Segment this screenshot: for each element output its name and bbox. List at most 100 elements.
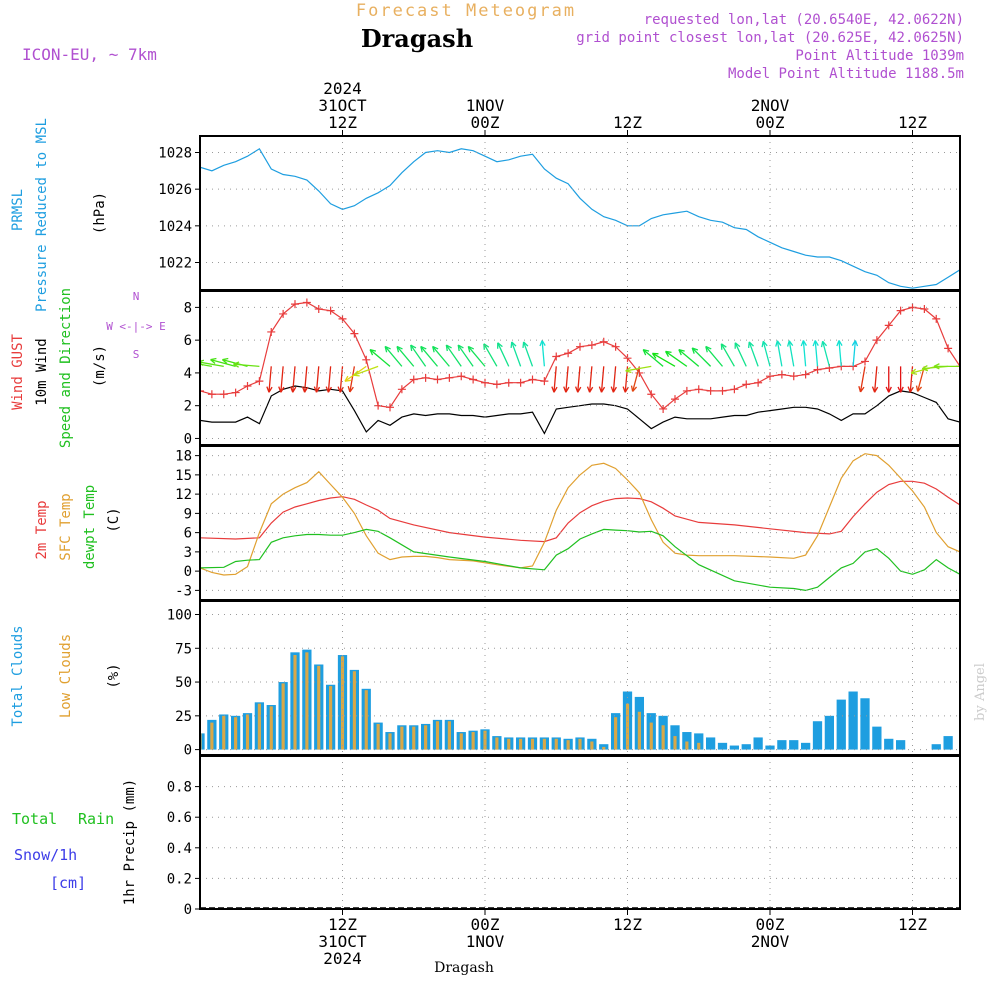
low-cloud-bar xyxy=(685,741,689,750)
gust-marker xyxy=(231,388,240,397)
low-cloud-bar xyxy=(293,655,297,750)
total-cloud-bar xyxy=(717,742,728,750)
y-tick-label: 6 xyxy=(184,333,192,349)
wind-direction-arrow xyxy=(457,344,474,367)
wind-direction-arrow xyxy=(539,340,546,367)
wind-direction-arrow xyxy=(775,340,783,367)
gust-marker xyxy=(516,378,525,387)
footer-location: Dragash xyxy=(434,960,494,976)
time-tick-label: 00Z xyxy=(756,915,785,934)
total-clouds-label: Total Clouds xyxy=(10,625,26,726)
wind-direction-arrow xyxy=(747,341,759,367)
total-cloud-bar xyxy=(777,740,787,750)
sfc-temp-label: SFC Temp xyxy=(58,493,74,560)
gust-marker xyxy=(528,375,537,384)
gust-marker xyxy=(623,354,632,363)
total-cloud-bar xyxy=(824,715,835,750)
precip-unit: 1hr Precip (mm) xyxy=(122,779,138,905)
low-cloud-bar xyxy=(245,714,250,750)
y-tick-label: -3 xyxy=(175,583,192,599)
total-cloud-bar xyxy=(848,691,858,750)
time-tick-label: 31OCT xyxy=(318,96,367,115)
y-tick-label: 0.4 xyxy=(167,841,192,857)
y-tick-label: 1022 xyxy=(158,256,192,272)
gust-marker xyxy=(576,342,584,351)
wind-direction-arrow xyxy=(510,341,522,367)
low-cloud-bar xyxy=(602,746,606,750)
gust-marker xyxy=(587,341,596,350)
gust-marker xyxy=(813,365,822,374)
gust-marker xyxy=(647,390,656,399)
y-tick-label: 0.6 xyxy=(167,810,192,826)
low-cloud-bar xyxy=(329,686,333,750)
time-tick-label: 31OCT xyxy=(318,932,367,951)
wind-direction-arrow xyxy=(691,347,712,367)
wind-direction-arrow xyxy=(812,340,819,367)
low-cloud-bar xyxy=(459,733,463,750)
wind10m-label: 10m Wind xyxy=(34,338,50,405)
low-cloud-bar xyxy=(352,671,356,750)
total-cloud-bar xyxy=(884,738,894,750)
panel-frame xyxy=(199,755,961,910)
gust-marker xyxy=(397,385,406,394)
wind-direction-arrow xyxy=(871,366,879,393)
wind-direction-arrow xyxy=(396,345,415,367)
y-tick-label: 0 xyxy=(184,564,192,580)
wind-direction-arrow xyxy=(337,366,344,393)
low-clouds-label: Low Clouds xyxy=(58,634,74,718)
y-tick-label: 18 xyxy=(175,449,192,465)
time-tick-label: 00Z xyxy=(471,113,500,132)
low-cloud-bar xyxy=(507,738,511,750)
total-cloud-bar xyxy=(931,744,941,750)
gust-marker xyxy=(671,395,679,404)
gust-marker xyxy=(706,386,715,395)
wind-direction-arrow xyxy=(347,366,356,393)
pressure-label: Pressure Reduced to MSL xyxy=(34,118,50,312)
gust-marker xyxy=(611,342,620,351)
series-line xyxy=(200,385,960,435)
low-cloud-bar xyxy=(554,738,558,750)
wind-direction-arrow xyxy=(420,345,438,367)
model-altitude: Model Point Altitude 1188.5m xyxy=(728,66,964,82)
total-cloud-bar xyxy=(200,733,205,750)
gust-marker xyxy=(481,378,489,387)
wind-direction-arrow xyxy=(800,340,807,367)
pressure-unit: (hPa) xyxy=(92,192,108,234)
speed-direction-label: Speed and Direction xyxy=(58,288,74,448)
y-tick-label: 8 xyxy=(184,300,192,316)
wind-direction-arrow xyxy=(786,340,795,367)
compass-we: W <-|-> E xyxy=(106,320,166,333)
wind-direction-arrow xyxy=(915,366,926,392)
total-cloud-bar xyxy=(789,740,799,750)
low-cloud-bar xyxy=(435,721,440,750)
low-cloud-bar xyxy=(578,738,582,750)
wind-direction-arrow xyxy=(836,340,843,367)
gust-marker xyxy=(552,352,561,361)
dewpt-label: dewpt Temp xyxy=(82,485,98,569)
y-tick-label: 1024 xyxy=(158,219,192,235)
wind-direction-arrow xyxy=(410,344,427,367)
gust-marker xyxy=(968,366,976,374)
compass-n: N xyxy=(133,290,140,303)
gust-marker xyxy=(599,337,608,346)
wind-direction-arrow xyxy=(705,345,723,367)
gust-marker xyxy=(267,327,276,336)
total-cloud-bar xyxy=(812,721,823,750)
wind-panel: Wind GUST 10m Wind Speed and Direction (… xyxy=(10,288,976,448)
wind-direction-arrow xyxy=(432,345,450,367)
wind-direction-arrow xyxy=(445,344,462,367)
wind-direction-arrow xyxy=(563,366,570,393)
rain-label: Rain xyxy=(78,810,114,828)
gust-marker xyxy=(279,309,288,318)
wind-direction-arrow xyxy=(200,363,212,368)
low-cloud-bar xyxy=(566,740,570,750)
series-line xyxy=(200,528,960,592)
y-tick-label: 9 xyxy=(184,506,192,522)
gust-marker xyxy=(433,375,442,384)
low-cloud-bar xyxy=(614,717,618,750)
gust-marker xyxy=(884,321,893,330)
series-line xyxy=(200,147,960,289)
